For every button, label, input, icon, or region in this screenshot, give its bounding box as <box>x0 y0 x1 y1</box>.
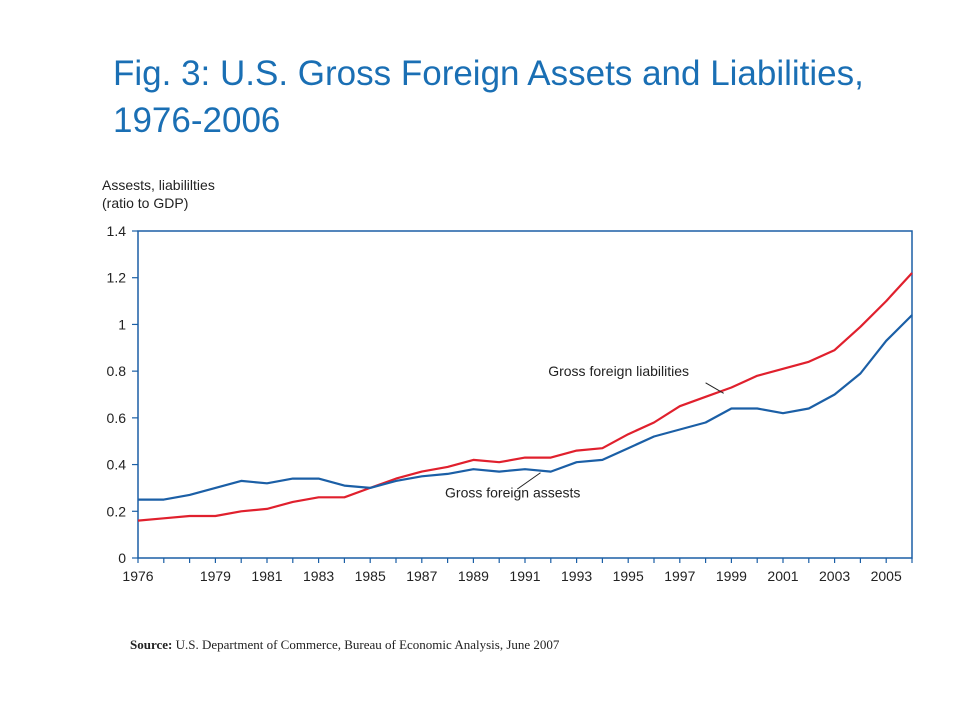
source-label: Source: <box>130 637 173 652</box>
title-line-2: 1976-2006 <box>113 101 281 140</box>
x-tick-label-3: 1983 <box>303 568 334 584</box>
x-tick-label-7: 1991 <box>509 568 540 584</box>
y-tick-label-2: 0.4 <box>107 457 127 473</box>
y-axis-label-line-2: (ratio to GDP) <box>102 195 189 211</box>
source-text: U.S. Department of Commerce, Bureau of E… <box>175 637 560 652</box>
annotation-assets: Gross foreign assests <box>445 484 580 500</box>
y-axis-label-line-1: Assests, liabililties <box>102 177 215 193</box>
x-tick-label-4: 1985 <box>355 568 386 584</box>
series-line-0 <box>137 272 913 522</box>
annotation-liabilities-leader <box>705 382 724 394</box>
x-tick-label-13: 2003 <box>819 568 850 584</box>
x-tick-label-6: 1989 <box>458 568 489 584</box>
y-tick-label-6: 1.2 <box>107 270 127 286</box>
x-tick-label-0: 1976 <box>122 568 153 584</box>
title-line-1: Fig. 3: U.S. Gross Foreign Assets and Li… <box>113 54 864 93</box>
x-tick-label-2: 1981 <box>251 568 282 584</box>
y-tick-label-3: 0.6 <box>107 410 127 426</box>
page-title: Fig. 3: U.S. Gross Foreign Assets and Li… <box>113 50 933 144</box>
x-tick-label-9: 1995 <box>613 568 644 584</box>
x-tick-label-12: 2001 <box>767 568 798 584</box>
x-tick-label-1: 1979 <box>200 568 231 584</box>
y-tick-label-4: 0.8 <box>107 363 127 379</box>
annotation-assets-leader <box>516 472 541 490</box>
series-line-1 <box>138 314 913 501</box>
y-tick-label-0: 0 <box>118 550 126 566</box>
x-tick-label-10: 1997 <box>664 568 695 584</box>
y-tick-label-5: 1 <box>118 316 126 332</box>
x-tick-label-14: 2005 <box>871 568 902 584</box>
y-tick-label-1: 0.2 <box>107 503 127 519</box>
y-axis-label: Assests, liabililties (ratio to GDP) <box>102 176 215 212</box>
plot-frame <box>137 230 913 559</box>
annotation-liabilities: Gross foreign liabilities <box>548 363 689 379</box>
y-tick-label-7: 1.4 <box>107 223 127 239</box>
source-note: Source: U.S. Department of Commerce, Bur… <box>130 637 559 653</box>
x-tick-label-8: 1993 <box>561 568 592 584</box>
x-tick-label-5: 1987 <box>406 568 437 584</box>
x-tick-label-11: 1999 <box>716 568 747 584</box>
